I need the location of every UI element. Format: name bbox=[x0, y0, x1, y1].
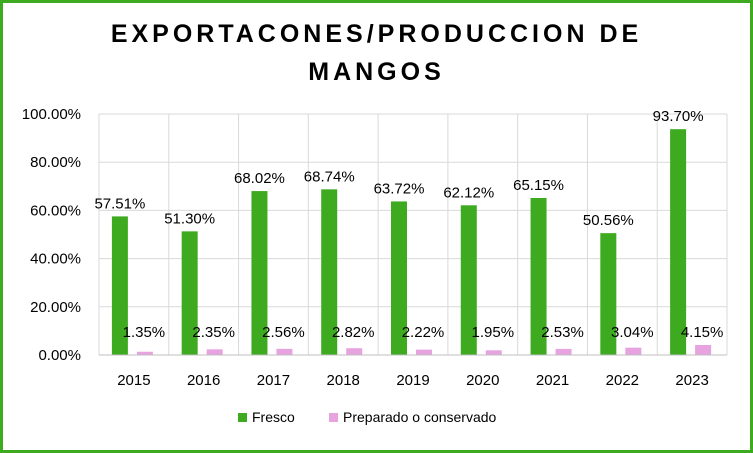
chart-title-line-1: EXPORTACONES/PRODUCCION DE bbox=[110, 20, 643, 48]
data-label-fresco: 51.30% bbox=[164, 210, 215, 227]
bar-preparado bbox=[485, 350, 502, 355]
x-tick-label: 2023 bbox=[675, 372, 708, 389]
bar-fresco bbox=[670, 129, 687, 355]
bar-fresco bbox=[181, 231, 198, 355]
bar-fresco bbox=[600, 233, 617, 355]
data-label-fresco: 50.56% bbox=[583, 212, 634, 229]
x-tick-label: 2018 bbox=[327, 372, 360, 389]
chart-title-line-2: MANGOS bbox=[308, 58, 445, 86]
bar-preparado bbox=[416, 349, 432, 355]
y-tick-label: 20.00% bbox=[30, 299, 81, 316]
x-tick-label: 2016 bbox=[187, 372, 220, 389]
data-label-preparado: 2.56% bbox=[262, 324, 305, 341]
data-label-preparado: 1.35% bbox=[123, 324, 166, 341]
x-tick-label: 2017 bbox=[257, 372, 290, 389]
bar-preparado bbox=[206, 349, 223, 355]
y-tick-label: 0.00% bbox=[38, 347, 81, 364]
bar-fresco bbox=[530, 197, 547, 355]
bar-fresco bbox=[460, 205, 477, 355]
legend-label-fresco: Fresco bbox=[252, 409, 295, 425]
bar-fresco bbox=[391, 201, 407, 355]
data-label-fresco: 68.74% bbox=[304, 168, 355, 185]
bar-preparado bbox=[695, 344, 712, 355]
bar-preparado bbox=[276, 348, 293, 355]
bar-preparado bbox=[555, 348, 572, 355]
data-label-preparado: 3.04% bbox=[611, 324, 654, 341]
data-label-preparado: 2.22% bbox=[402, 324, 445, 341]
x-tick-label: 2020 bbox=[466, 372, 499, 389]
y-tick-label: 60.00% bbox=[30, 202, 81, 219]
y-tick-label: 80.00% bbox=[30, 154, 81, 171]
y-tick-label: 100.00% bbox=[22, 106, 81, 123]
bar-preparado bbox=[136, 351, 153, 355]
y-tick-label: 40.00% bbox=[30, 251, 81, 268]
data-label-preparado: 2.82% bbox=[332, 324, 375, 341]
data-label-fresco: 65.15% bbox=[513, 177, 564, 194]
bar-preparado bbox=[625, 347, 642, 355]
data-label-fresco: 93.70% bbox=[653, 108, 704, 125]
data-label-preparado: 2.53% bbox=[541, 324, 584, 341]
legend-swatch-fresco bbox=[238, 413, 247, 422]
data-label-preparado: 4.15% bbox=[681, 324, 724, 341]
legend-swatch-preparado bbox=[329, 413, 338, 422]
x-tick-label: 2019 bbox=[396, 372, 429, 389]
bar-fresco bbox=[251, 191, 268, 355]
x-tick-label: 2022 bbox=[606, 372, 639, 389]
x-tick-label: 2015 bbox=[117, 372, 150, 389]
data-label-fresco: 68.02% bbox=[234, 170, 285, 187]
bar-preparado bbox=[346, 348, 363, 355]
data-label-fresco: 57.51% bbox=[94, 195, 145, 212]
data-label-fresco: 63.72% bbox=[374, 180, 425, 197]
legend-label-preparado: Preparado o conservado bbox=[343, 409, 497, 425]
bar-fresco bbox=[321, 189, 338, 355]
data-label-preparado: 1.95% bbox=[472, 324, 515, 341]
bar-fresco bbox=[111, 216, 128, 355]
data-label-preparado: 2.35% bbox=[192, 324, 235, 341]
x-tick-label: 2021 bbox=[536, 372, 569, 389]
data-label-fresco: 62.12% bbox=[443, 184, 494, 201]
